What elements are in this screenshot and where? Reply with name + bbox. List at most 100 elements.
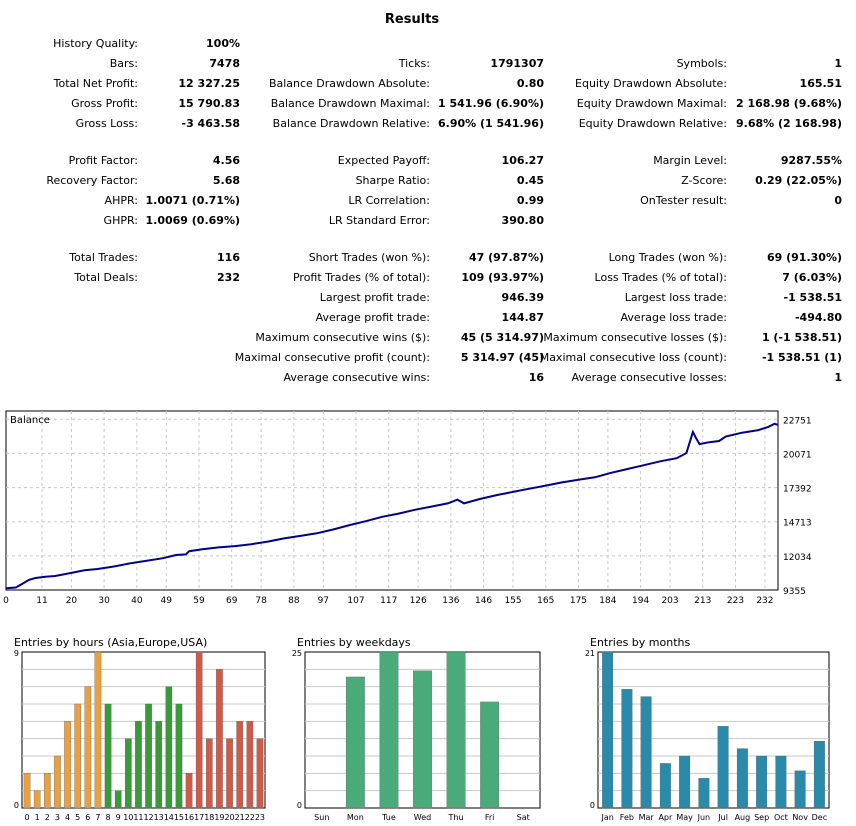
x-tick-label: Thu <box>448 813 464 822</box>
bar <box>736 748 748 809</box>
y-tick-label: 12034 <box>783 553 812 563</box>
chart-title: Entries by weekdays <box>297 636 411 649</box>
x-tick-label: 20 <box>224 813 234 822</box>
plot-frame <box>597 651 830 809</box>
x-tick-label: 11 <box>133 813 143 822</box>
x-tick-label: Jun <box>697 813 711 822</box>
stat-value: 12 327.25 <box>178 77 240 90</box>
x-tick-label: 165 <box>537 596 554 605</box>
stat-value: 106.27 <box>501 154 544 167</box>
stat-label: Total Deals: <box>74 271 138 284</box>
x-tick-label: 117 <box>380 596 397 605</box>
bar <box>640 696 652 809</box>
bar <box>775 755 787 809</box>
stat-label: GHPR: <box>103 214 138 227</box>
x-tick-label: Nov <box>792 813 808 822</box>
x-tick-label: 22 <box>245 813 255 822</box>
x-tick-label: 18 <box>204 813 214 822</box>
stat-value: 47 (97.87%) <box>468 251 544 264</box>
x-tick-label: 13 <box>154 813 164 822</box>
bar <box>379 651 399 809</box>
bar <box>236 721 243 809</box>
stat-value: 69 (91.30%) <box>766 251 842 264</box>
x-tick-label: 6 <box>85 813 90 822</box>
x-tick-label: 17 <box>194 813 204 822</box>
x-tick-label: 4 <box>65 813 70 822</box>
x-tick-label: 20 <box>66 596 78 605</box>
x-tick-label: 223 <box>727 596 744 605</box>
bar <box>246 721 254 809</box>
stat-label: Symbols: <box>676 57 727 70</box>
stat-label: Average profit trade: <box>315 311 430 324</box>
x-tick-label: Sat <box>517 813 530 822</box>
x-tick-label: 136 <box>442 596 459 605</box>
bar <box>165 686 173 809</box>
y-tick-label: 22751 <box>783 416 812 426</box>
x-tick-label: 8 <box>106 813 111 822</box>
stat-value: 232 <box>217 271 240 284</box>
bar <box>794 770 806 809</box>
bar <box>216 669 223 809</box>
stat-value: 0.29 (22.05%) <box>755 174 842 187</box>
x-tick-label: Jul <box>717 813 728 822</box>
plot-frame <box>5 410 779 591</box>
x-tick-label: 30 <box>98 596 110 605</box>
stat-label: Bars: <box>109 57 138 70</box>
stat-label: Loss Trades (% of total): <box>594 271 727 284</box>
bar <box>226 738 233 809</box>
stat-value: 15 790.83 <box>178 97 240 110</box>
stat-value: 9.68% (2 168.98) <box>736 117 842 130</box>
stat-label: Maximal consecutive loss (count): <box>539 351 727 364</box>
stat-label: Total Trades: <box>69 251 138 264</box>
x-tick-label: 155 <box>504 596 521 605</box>
bar <box>185 773 193 809</box>
bar <box>698 778 710 809</box>
stat-value: -1 538.51 (1) <box>761 351 842 364</box>
bar <box>135 721 142 809</box>
x-tick-label: Dec <box>812 813 827 822</box>
x-tick-label: Sun <box>314 813 329 822</box>
x-tick-label: 2 <box>45 813 50 822</box>
stat-label: Gross Loss: <box>75 117 138 130</box>
stat-value: 5 314.97 (45) <box>460 351 544 364</box>
stat-value: 1.0069 (0.69%) <box>145 214 241 227</box>
stat-value: 4.56 <box>212 154 240 167</box>
stat-label: Average consecutive losses: <box>571 371 727 384</box>
y-tick-label: 0 <box>590 801 595 810</box>
x-tick-label: 9 <box>116 813 121 822</box>
stat-value: -3 463.58 <box>181 117 241 130</box>
y-tick-label: 9 <box>14 649 19 658</box>
x-tick-label: 3 <box>55 813 60 822</box>
stat-label: Maximal consecutive profit (count): <box>234 351 430 364</box>
bar <box>621 688 633 809</box>
bar <box>155 721 162 809</box>
stat-label: Gross Profit: <box>71 97 138 110</box>
stat-label: Margin Level: <box>653 154 727 167</box>
x-tick-label: 213 <box>694 596 711 605</box>
plot-frame <box>21 651 266 809</box>
bar <box>256 738 264 809</box>
stat-label: Recovery Factor: <box>46 174 138 187</box>
stat-value: 5.68 <box>212 174 240 187</box>
chart-title: Entries by hours (Asia,Europe,USA) <box>14 636 207 649</box>
bar <box>195 651 203 809</box>
y-tick-label: 21 <box>585 649 595 658</box>
bar <box>345 676 365 809</box>
stat-label: Sharpe Ratio: <box>355 174 430 187</box>
stat-value: 109 (93.97%) <box>461 271 544 284</box>
x-tick-label: May <box>676 813 693 822</box>
x-tick-label: 1 <box>35 813 40 822</box>
x-tick-label: 40 <box>131 596 143 605</box>
x-tick-label: 16 <box>184 813 194 822</box>
stat-label: Average consecutive wins: <box>283 371 430 384</box>
stat-value: 1 <box>834 371 842 384</box>
y-tick-label: 9355 <box>783 587 806 597</box>
stat-value: 0.99 <box>516 194 544 207</box>
stat-label: Equity Drawdown Relative: <box>578 117 727 130</box>
stat-label: Balance Drawdown Absolute: <box>268 77 430 90</box>
stat-value: 116 <box>217 251 240 264</box>
x-tick-label: 11 <box>36 596 47 605</box>
stat-value: 1 (-1 538.51) <box>761 331 842 344</box>
y-tick-label: 25 <box>292 649 302 658</box>
